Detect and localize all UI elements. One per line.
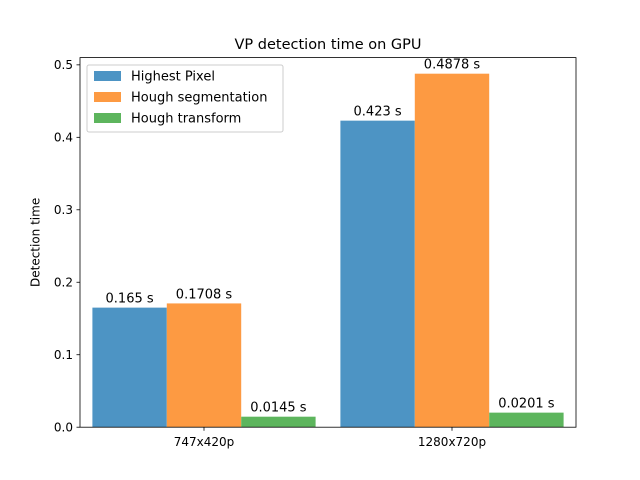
bar-3-1	[241, 416, 316, 428]
data-label-1-1: 0.165 s	[106, 292, 154, 307]
bar-3-2	[489, 412, 564, 428]
legend-label-2: Hough segmentation	[131, 91, 267, 106]
data-label-1-2: 0.423 s	[354, 105, 402, 120]
chart-title: VP detection time on GPU	[235, 37, 422, 53]
legend-box	[86, 64, 284, 133]
y-tick-label-6: 0.5	[54, 58, 73, 72]
y-tick-label-5: 0.4	[54, 131, 73, 145]
y-axis: 0.0 0.1 0.2 0.3 0.4 0.5	[54, 58, 80, 435]
x-axis: 747x420p 1280x720p	[174, 427, 486, 449]
plot-frame	[79, 57, 577, 428]
bar-2-1	[166, 303, 242, 428]
y-tick-label-1: 0.0	[54, 421, 73, 435]
legend-swatch-3	[94, 113, 121, 123]
bars-layer	[92, 73, 564, 428]
legend: Highest Pixel Hough segmentation Hough tra…	[86, 64, 284, 133]
data-label-3-1: 0.0145 s	[250, 401, 307, 416]
legend-swatch-2	[94, 92, 121, 102]
bar-2-2	[414, 73, 490, 428]
data-label-2-2: 0.4878 s	[424, 58, 481, 73]
bar-1-2	[340, 120, 415, 428]
y-tick-label-3: 0.2	[54, 276, 73, 290]
bar-1-1	[92, 307, 167, 428]
legend-label-3: Hough transform	[131, 112, 241, 127]
data-labels-layer: 0.165 s 0.423 s 0.1708 s 0.4878 s 0.0145 s 0.…	[106, 58, 555, 416]
x-tick-label-1: 747x420p	[174, 435, 235, 449]
data-label-3-2: 0.0201 s	[498, 397, 555, 412]
y-tick-label-4: 0.3	[54, 203, 73, 217]
legend-swatch-1	[94, 71, 121, 81]
y-tick-label-2: 0.1	[54, 348, 73, 362]
data-label-2-1: 0.1708 s	[176, 287, 233, 302]
x-tick-label-2: 1280x720p	[418, 435, 486, 449]
y-axis-label: Detection time	[29, 198, 43, 287]
legend-label-1: Highest Pixel	[131, 70, 215, 85]
